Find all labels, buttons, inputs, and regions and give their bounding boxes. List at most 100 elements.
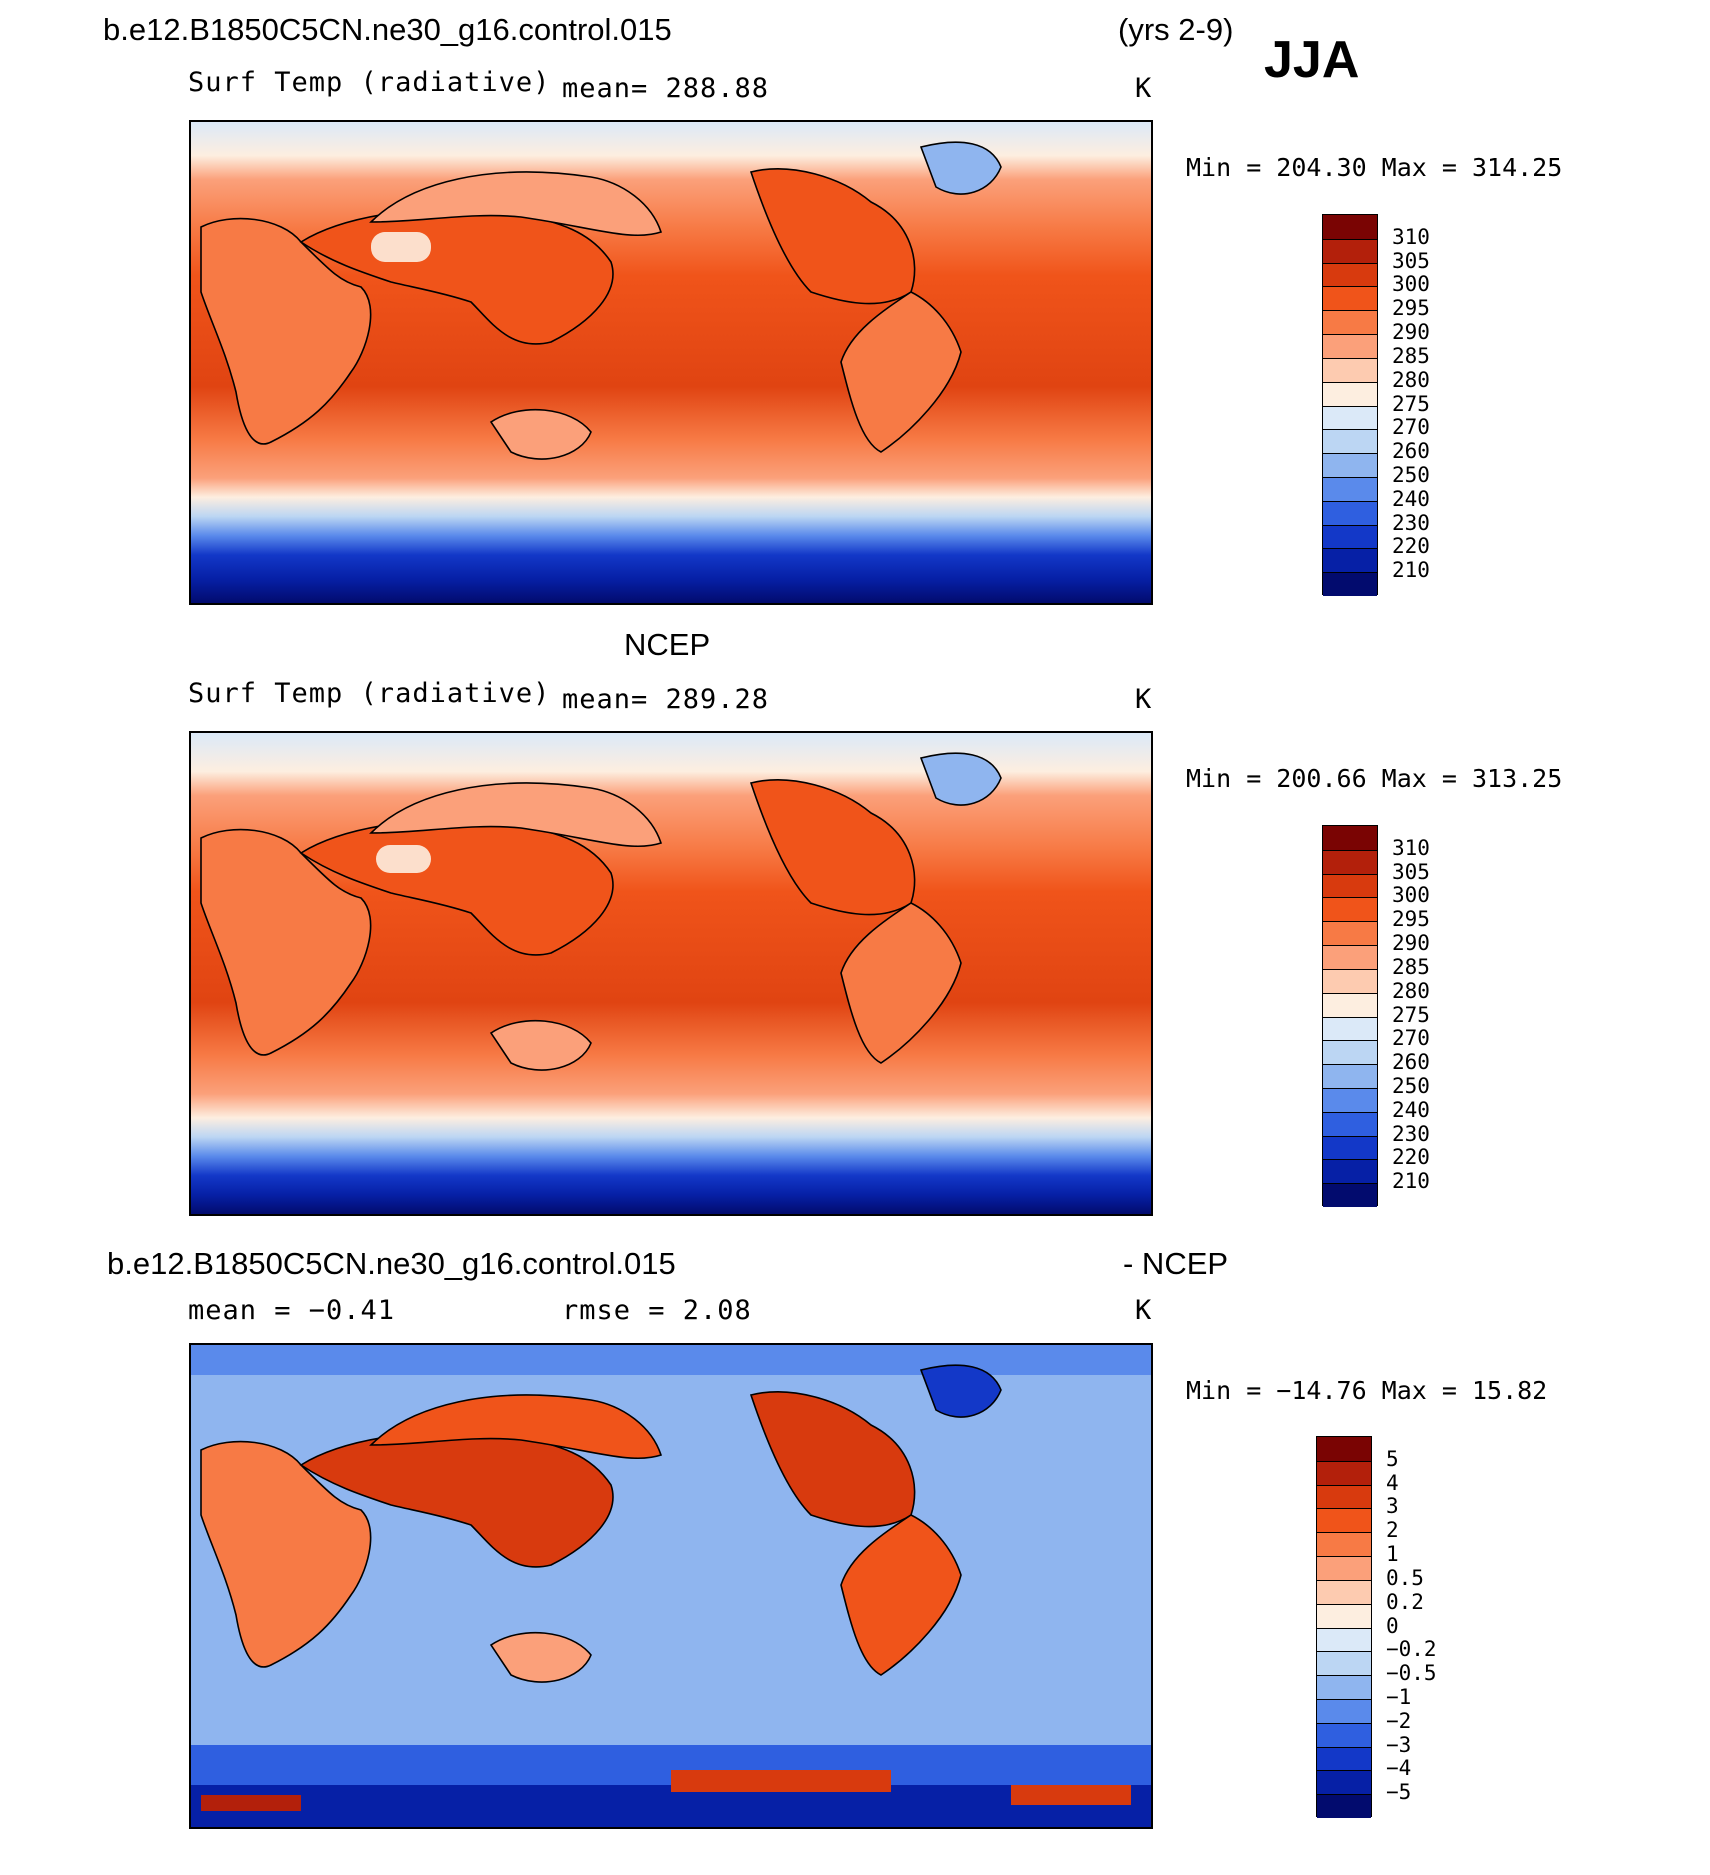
- colorbar-swatch: [1323, 1135, 1377, 1160]
- panel2-units-label: K: [1135, 684, 1153, 715]
- colorbar-swatch: [1323, 262, 1377, 287]
- colorbar-swatch: [1317, 1437, 1371, 1461]
- colorbar-tick-label: −0.5: [1386, 1661, 1437, 1686]
- colorbar-tick-label: −4: [1386, 1756, 1412, 1781]
- colorbar-tick-label: 295: [1392, 907, 1430, 932]
- colorbar-swatch: [1323, 453, 1377, 477]
- colorbar-tick-label: 230: [1392, 1121, 1430, 1146]
- colorbar-swatch: [1323, 1087, 1377, 1112]
- colorbar-tick-label: 290: [1392, 931, 1430, 956]
- colorbar-swatch: [1323, 1040, 1377, 1065]
- colorbar-swatch: [1323, 945, 1377, 969]
- colorbar-swatch: [1323, 524, 1377, 549]
- colorbar-swatch: [1317, 1675, 1371, 1699]
- colorbar-tick-label: 4: [1386, 1470, 1399, 1495]
- colorbar-swatch: [1317, 1579, 1371, 1604]
- colorbar-swatch: [1317, 1532, 1371, 1557]
- colorbar-swatch: [1323, 921, 1377, 946]
- panel3-title-left: b.e12.B1850C5CN.ne30_g16.control.015: [107, 1246, 676, 1281]
- panel1-mean-label: mean= 288.88: [562, 73, 770, 104]
- colorbar-swatch: [1323, 334, 1377, 358]
- panel3-map: [189, 1343, 1153, 1829]
- colorbar-tick-label: 270: [1392, 415, 1430, 440]
- panel1-units-label: K: [1135, 73, 1153, 104]
- colorbar-tick-label: 275: [1392, 391, 1430, 416]
- colorbar-tick-label: 285: [1392, 343, 1430, 368]
- colorbar-tick-label: 270: [1392, 1026, 1430, 1051]
- panel2-colorbar: 310 305 300 295 290 285 280 275 270 260 250 240 230 2…: [1322, 825, 1482, 1208]
- colorbar-tick-label: 300: [1392, 883, 1430, 908]
- panel3-rmse-label: rmse = 2.08: [562, 1295, 752, 1326]
- panel2-temperature-field: [191, 733, 1151, 1214]
- colorbar-tick-label: 275: [1392, 1002, 1430, 1027]
- panel1-colorbar-box: [1322, 214, 1378, 596]
- panel1-min-max: Min = 204.30 Max = 314.25: [1186, 153, 1563, 182]
- colorbar-swatch: [1323, 1111, 1377, 1136]
- colorbar-tick-label: 3: [1386, 1494, 1399, 1519]
- colorbar-tick-label: 2: [1386, 1518, 1399, 1543]
- years-label: (yrs 2-9): [1118, 12, 1234, 47]
- colorbar-swatch: [1323, 286, 1377, 311]
- panel2-field-label: Surf Temp (radiative): [188, 678, 551, 709]
- colorbar-tick-label: 220: [1392, 1145, 1430, 1170]
- colorbar-swatch: [1323, 897, 1377, 922]
- colorbar-tick-label: 280: [1392, 978, 1430, 1003]
- colorbar-swatch: [1323, 500, 1377, 525]
- colorbar-swatch: [1323, 548, 1377, 573]
- panel1-field-label: Surf Temp (radiative): [188, 67, 551, 98]
- panel1-temperature-field: [191, 122, 1151, 603]
- colorbar-tick-label: 305: [1392, 248, 1430, 273]
- colorbar-swatch: [1323, 429, 1377, 454]
- colorbar-tick-label: 0.5: [1386, 1565, 1424, 1590]
- colorbar-swatch: [1323, 1159, 1377, 1184]
- panel3-colorbar: 5 4 3 2 1 0.5 0.2 0 −0.2 −0.5 −1 −2 −3 −4 −5: [1316, 1436, 1476, 1819]
- colorbar-tick-label: 295: [1392, 296, 1430, 321]
- colorbar-tick-label: −1: [1386, 1684, 1412, 1709]
- colorbar-tick-label: 280: [1392, 367, 1430, 392]
- colorbar-tick-label: 310: [1392, 835, 1430, 860]
- panel2-title: NCEP: [624, 627, 711, 662]
- colorbar-tick-label: 5: [1386, 1446, 1399, 1471]
- colorbar-swatch: [1317, 1460, 1371, 1485]
- panel3-mean-label: mean = −0.41: [188, 1295, 396, 1326]
- colorbar-swatch: [1323, 968, 1377, 993]
- panel3-min-max: Min = −14.76 Max = 15.82: [1186, 1376, 1548, 1405]
- colorbar-tick-label: 0: [1386, 1613, 1399, 1638]
- panel2-mean-label: mean= 289.28: [562, 684, 770, 715]
- colorbar-swatch: [1323, 992, 1377, 1017]
- colorbar-tick-label: 300: [1392, 272, 1430, 297]
- colorbar-swatch: [1323, 476, 1377, 501]
- panel3-title-right: - NCEP: [1123, 1246, 1229, 1281]
- colorbar-tick-label: 250: [1392, 1073, 1430, 1098]
- colorbar-swatch: [1323, 405, 1377, 430]
- panel1-map: [189, 120, 1153, 605]
- colorbar-swatch: [1323, 826, 1377, 850]
- colorbar-tick-label: 220: [1392, 534, 1430, 559]
- colorbar-tick-label: 1: [1386, 1542, 1399, 1567]
- colorbar-tick-label: 240: [1392, 486, 1430, 511]
- colorbar-swatch: [1323, 1016, 1377, 1041]
- panel1-colorbar: 310 305 300 295 290 285 280 275 270 260 250 240 230 2…: [1322, 214, 1482, 597]
- colorbar-tick-label: 250: [1392, 462, 1430, 487]
- colorbar-tick-label: 0.2: [1386, 1589, 1424, 1614]
- colorbar-tick-label: 260: [1392, 1050, 1430, 1075]
- colorbar-swatch: [1317, 1770, 1371, 1795]
- colorbar-swatch: [1323, 310, 1377, 335]
- colorbar-tick-label: −0.2: [1386, 1637, 1437, 1662]
- colorbar-tick-label: −5: [1386, 1780, 1412, 1805]
- colorbar-swatch: [1323, 873, 1377, 898]
- panel2-colorbar-box: [1322, 825, 1378, 1207]
- panel2-map: [189, 731, 1153, 1216]
- colorbar-swatch: [1323, 572, 1377, 596]
- season-label: JJA: [1264, 31, 1360, 89]
- colorbar-swatch: [1323, 215, 1377, 239]
- colorbar-tick-label: 305: [1392, 859, 1430, 884]
- colorbar-tick-label: 210: [1392, 1169, 1430, 1194]
- colorbar-swatch: [1317, 1651, 1371, 1676]
- panel2-min-max: Min = 200.66 Max = 313.25: [1186, 764, 1563, 793]
- colorbar-swatch: [1323, 238, 1377, 263]
- colorbar-swatch: [1317, 1627, 1371, 1652]
- colorbar-swatch: [1317, 1794, 1371, 1818]
- colorbar-tick-label: 260: [1392, 439, 1430, 464]
- colorbar-swatch: [1317, 1746, 1371, 1771]
